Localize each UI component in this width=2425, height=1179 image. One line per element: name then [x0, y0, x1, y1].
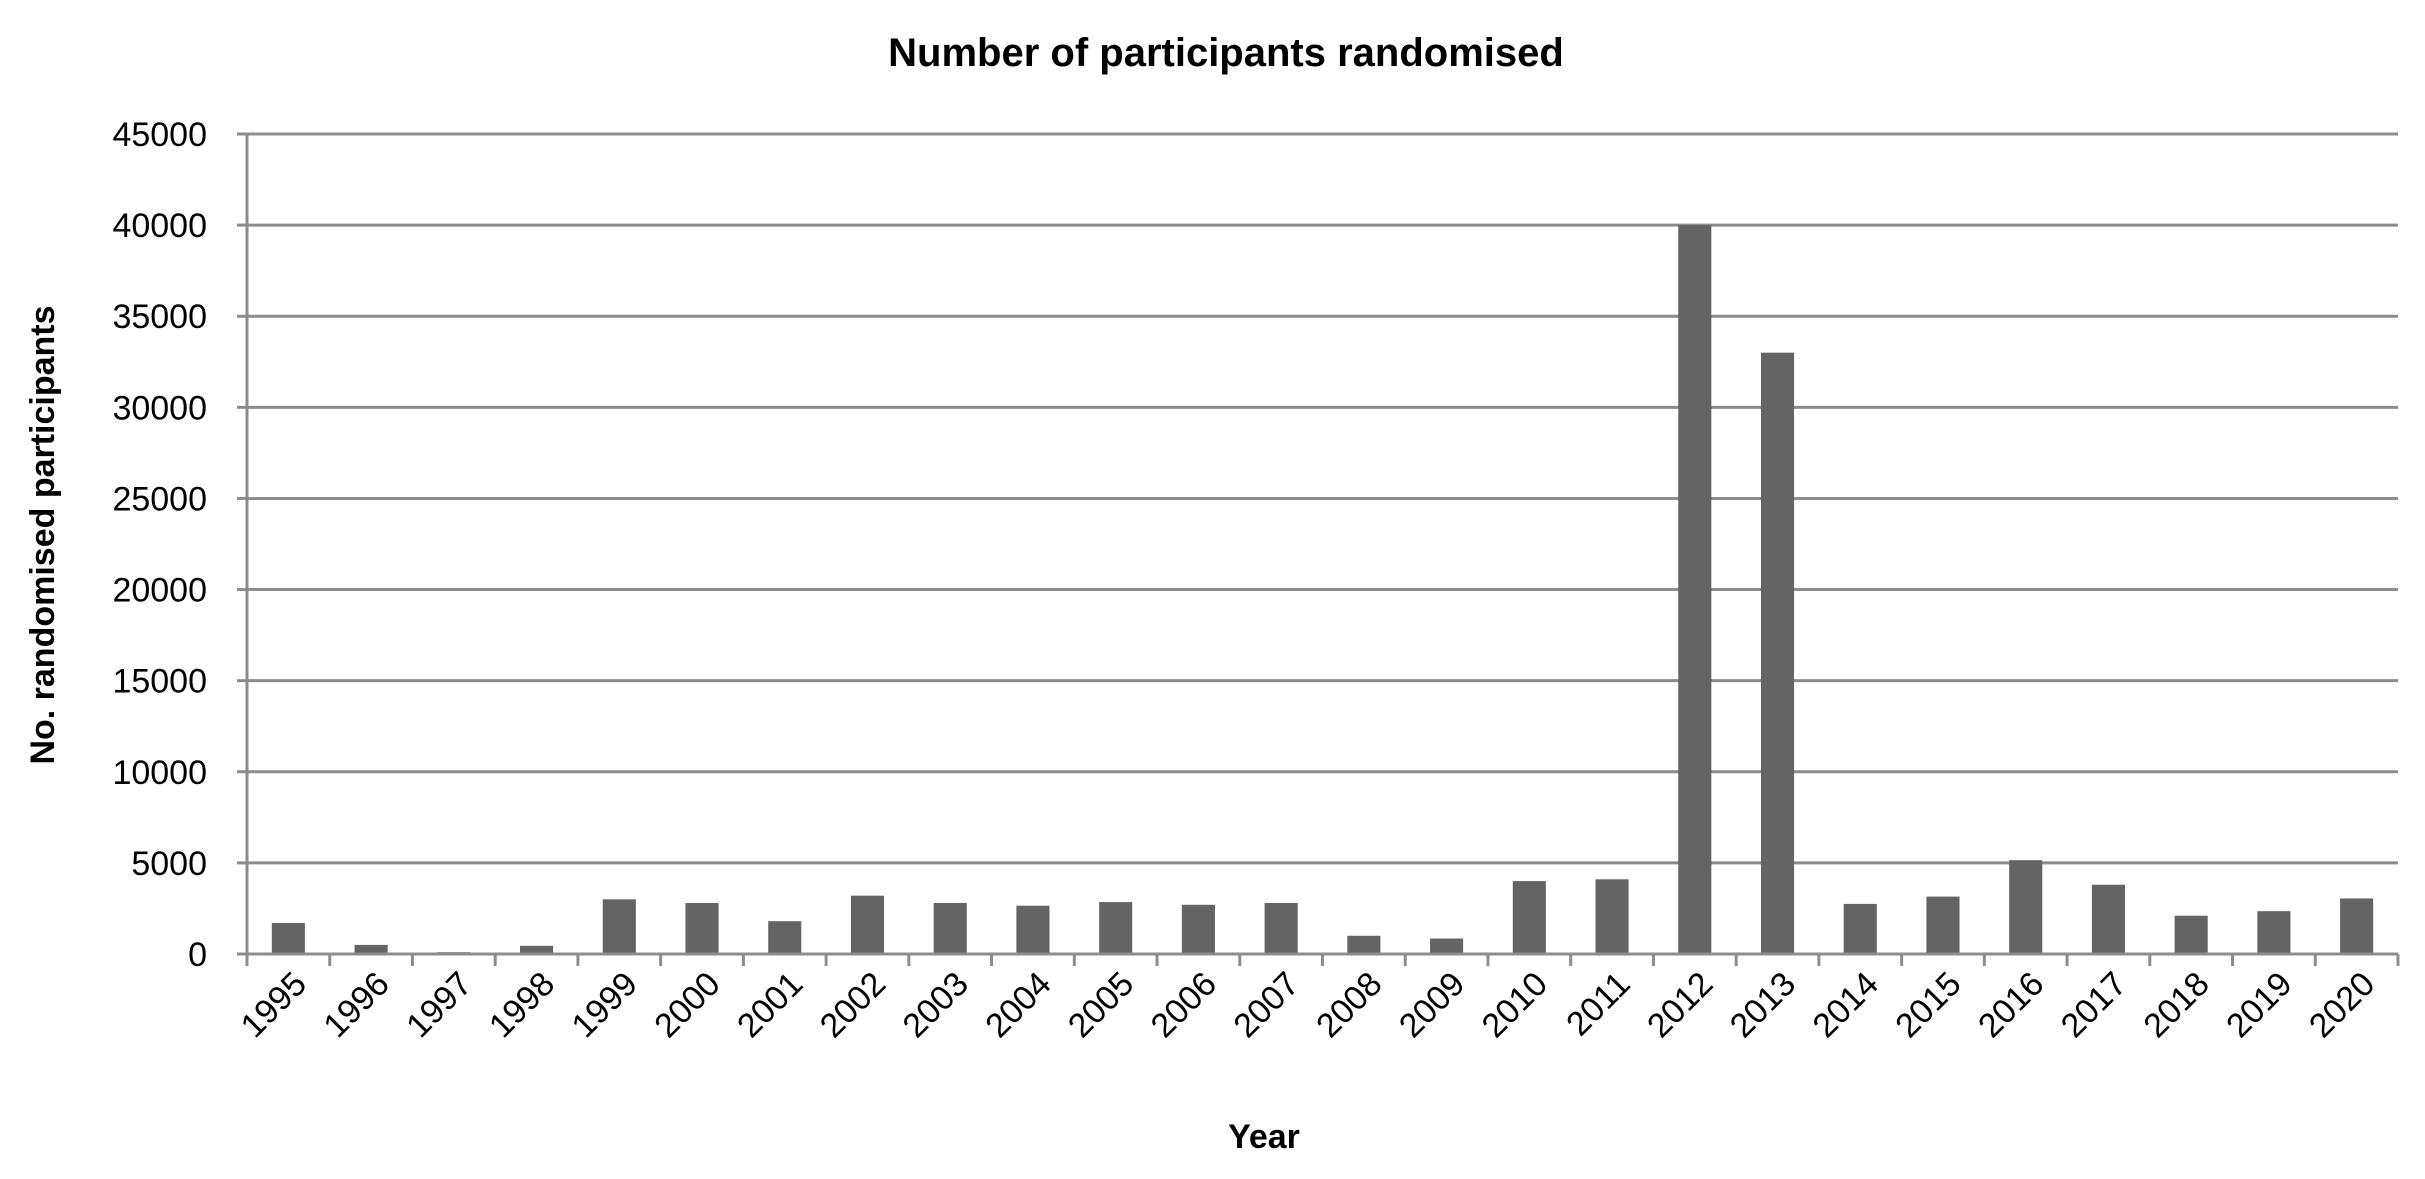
x-tick-label: 2011 — [1559, 965, 1638, 1044]
x-tick-label: 1996 — [316, 965, 396, 1045]
x-tick-label: 2016 — [1971, 965, 2051, 1045]
x-tick-label: 2001 — [730, 965, 810, 1045]
chart-title: Number of participants randomised — [888, 31, 1564, 75]
x-tick-label: 2018 — [2136, 965, 2216, 1045]
bar-2015 — [1926, 896, 1960, 954]
y-tick-label: 35000 — [112, 298, 207, 336]
bar-2019 — [2257, 911, 2291, 954]
x-tick-label: 1997 — [399, 965, 479, 1045]
bar-2003 — [933, 902, 967, 954]
y-tick-label: 5000 — [131, 845, 207, 883]
bar-1999 — [602, 899, 636, 954]
x-axis-title: Year — [1228, 1118, 1300, 1156]
bar-2009 — [1430, 938, 1464, 954]
y-tick-label: 10000 — [112, 754, 207, 792]
x-tick-label: 2020 — [2302, 965, 2382, 1045]
x-tick-label: 2007 — [1226, 965, 1306, 1045]
bar-2010 — [1512, 881, 1546, 954]
x-tick-label: 2005 — [1061, 965, 1141, 1045]
x-tick-label: 2013 — [1723, 965, 1803, 1045]
x-tick-label: 2008 — [1309, 965, 1389, 1045]
x-tick-label: 2017 — [2054, 965, 2134, 1045]
x-tick-label: 2019 — [2219, 965, 2299, 1045]
bar-2012 — [1678, 225, 1712, 955]
bar-2011 — [1595, 879, 1629, 954]
x-tick-label: 2010 — [1475, 965, 1555, 1045]
y-tick-label: 25000 — [112, 480, 207, 518]
y-tick-label: 15000 — [112, 663, 207, 701]
y-tick-label: 0 — [188, 936, 207, 974]
bar-1998 — [520, 945, 554, 954]
x-tick-label: 1995 — [234, 965, 314, 1045]
y-tick-label: 20000 — [112, 572, 207, 610]
bar-2005 — [1099, 902, 1133, 954]
bar-2000 — [685, 902, 719, 954]
y-axis-title: No. randomised participants — [24, 305, 62, 764]
bar-1995 — [271, 923, 305, 954]
bar-2016 — [2009, 860, 2043, 954]
y-tick-labels: 0 5000 10000 15000 20000 25000 30000 35000 40000… — [112, 116, 207, 974]
y-tick-label: 45000 — [112, 116, 207, 154]
x-tick-label: 1999 — [565, 965, 645, 1045]
bar-2002 — [850, 895, 885, 954]
x-tick-label: 2009 — [1392, 965, 1472, 1045]
gridlines — [237, 132, 2398, 956]
x-tick-label: 2012 — [1640, 965, 1720, 1045]
bar-2006 — [1181, 904, 1215, 954]
x-tick-label: 2003 — [896, 965, 976, 1045]
bar-2020 — [2340, 898, 2374, 954]
x-tick-label: 2015 — [1888, 965, 1968, 1045]
y-tick-label: 40000 — [112, 207, 207, 245]
bar-1996 — [354, 944, 388, 954]
bar-2001 — [768, 921, 802, 954]
x-tick-label: 2006 — [1144, 965, 1224, 1045]
axes — [245, 134, 2400, 966]
bars — [271, 225, 2374, 955]
bar-2014 — [1843, 903, 1877, 954]
x-tick-labels: 1995 1996 1997 1998 1999 2000 2001 2002 2003 2004… — [234, 965, 2383, 1045]
x-tick-label: 2002 — [813, 965, 893, 1045]
bar-2017 — [2091, 884, 2125, 954]
bar-2008 — [1347, 935, 1381, 954]
bar-2004 — [1016, 905, 1050, 954]
bar-2018 — [2174, 915, 2208, 954]
x-tick-label: 2014 — [1806, 965, 1886, 1045]
y-tick-label: 30000 — [112, 389, 207, 427]
x-tick-label: 1998 — [482, 965, 562, 1045]
bar-2007 — [1264, 902, 1298, 954]
x-tick-label: 2000 — [647, 965, 727, 1045]
bar-2013 — [1760, 352, 1795, 955]
x-tick-label: 2004 — [978, 965, 1058, 1045]
